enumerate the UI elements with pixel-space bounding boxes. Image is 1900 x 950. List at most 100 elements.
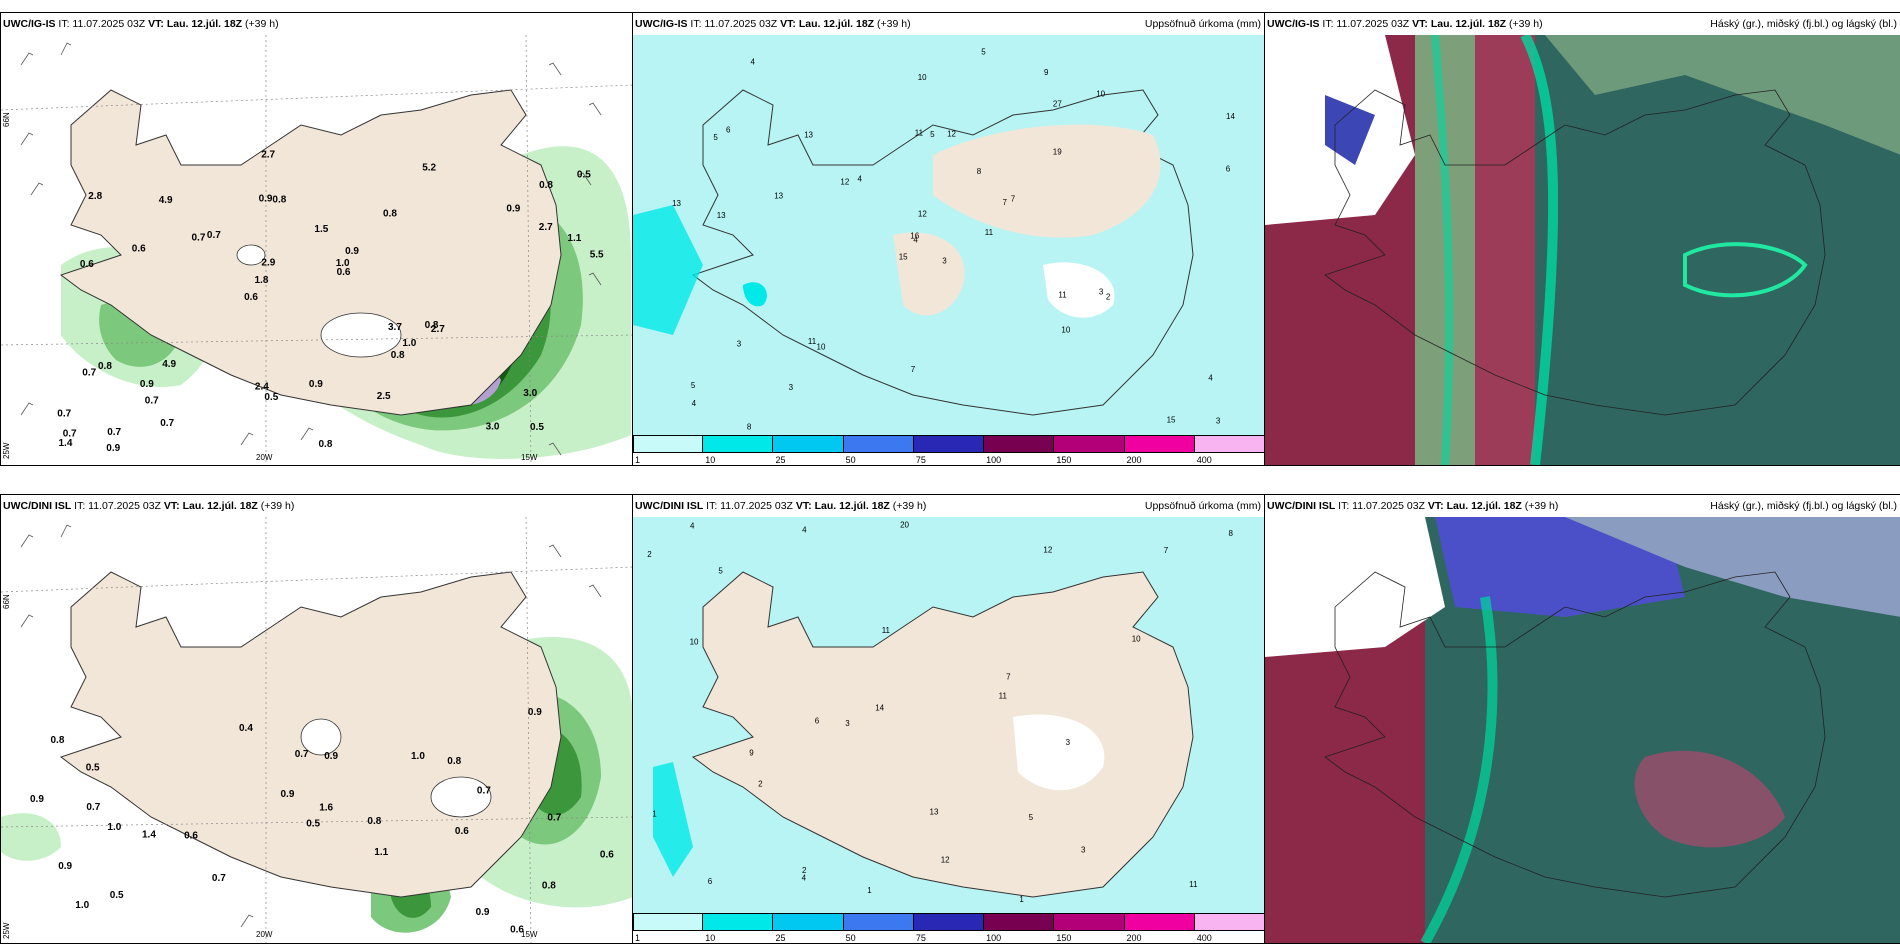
value-label: 3.7 (388, 322, 402, 333)
legend-color-cell (843, 913, 914, 931)
value-label: 1.0 (75, 900, 89, 911)
map-ig-precip: 3 5 4 5 7 10 9 12 27 11 4 3 13 14 15 19 8 11 8 3 4 4 3 5 7 2 6 10 13… (633, 35, 1265, 445)
value-label: 0.7 (547, 812, 561, 823)
value-label: 7 (911, 365, 916, 374)
panel-header: UWC/IG-IS IT: 11.07.2025 03Z VT: Lau. 12… (1, 13, 633, 35)
legend-tick-label: 10 (705, 455, 716, 465)
value-label: 0.8 (539, 180, 553, 191)
value-label: 11 (1189, 880, 1198, 889)
value-label: 0.9 (140, 379, 154, 390)
value-label: 0.5 (86, 763, 100, 774)
value-label: 27 (1053, 100, 1062, 109)
valid-time: Lau. 12.júl. 18Z (814, 500, 890, 512)
value-label: 0.9 (106, 443, 120, 454)
legend-color-cell (1124, 913, 1195, 931)
valid-time: Lau. 12.júl. 18Z (1430, 18, 1507, 30)
value-label: 6 (815, 716, 820, 725)
value-label: 14 (1226, 112, 1235, 121)
value-label: 1.1 (374, 847, 388, 858)
value-label: 9 (749, 748, 754, 757)
legend-tick-label: 400 (1196, 455, 1212, 465)
value-label: 1 (1019, 895, 1024, 904)
valid-time: Lau. 12.júl. 18Z (182, 500, 258, 512)
precip-legend: 1 10 25 50 75 100 150 200 400 (633, 435, 1265, 465)
field-title: Uppsöfnuð úrkoma (mm) (1144, 18, 1261, 30)
field-title: Uppsöfnuð úrkoma (mm) (1144, 500, 1261, 512)
init-time: IT: 11.07.2025 03Z (706, 500, 793, 512)
legend-color-cell (984, 435, 1055, 453)
value-label: 0.7 (63, 429, 77, 440)
lead-time: (+39 h) (892, 500, 927, 512)
value-label: 5 (718, 567, 723, 576)
value-label: 2.7 (539, 222, 553, 233)
value-label: 2.7 (431, 324, 445, 335)
value-label: 0.8 (542, 881, 556, 892)
value-label: 1.0 (411, 751, 425, 762)
legend-tick-label: 1 (635, 933, 641, 943)
valid-time: Lau. 12.júl. 18Z (166, 18, 243, 30)
value-label: 6 (708, 877, 713, 886)
value-label: 10 (690, 638, 699, 647)
value-label: 0.5 (577, 169, 591, 180)
legend-tick-label: 50 (845, 933, 856, 943)
field-title: Háský (gr.), miðský (fj.bl.) og lágský (… (1710, 500, 1897, 512)
map-ig-clouds (1265, 35, 1900, 465)
valid-time: Lau. 12.júl. 18Z (1446, 500, 1522, 512)
legend-color-cell (1054, 913, 1125, 931)
value-label: 3.0 (523, 388, 537, 399)
lead-time: (+39 h) (245, 18, 279, 30)
value-label: 2.9 (261, 258, 275, 269)
value-label: 5 (981, 47, 986, 56)
value-label: 16 (910, 231, 919, 240)
map-dini-clouds (1265, 517, 1900, 943)
value-label: 0.9 (528, 707, 542, 718)
value-label: 6 (726, 125, 731, 134)
lat-label-66n: 66N (2, 594, 11, 609)
lon-label-20w: 20W (256, 930, 273, 939)
value-label: 11 (999, 692, 1008, 701)
field-title: Háský (gr.), miðský (fj.bl.) og lágský (… (1710, 18, 1897, 30)
value-label: 0.6 (510, 925, 524, 936)
lat-label-66n: 66N (2, 112, 11, 127)
value-label: 10 (1096, 89, 1105, 98)
value-label: 0.8 (383, 209, 397, 220)
value-label: 8 (747, 422, 752, 431)
value-label: 0.8 (391, 350, 405, 361)
value-label: 0.5 (530, 422, 544, 433)
legend-color-cell (913, 913, 985, 931)
value-label: 0.7 (207, 230, 221, 241)
valid-time: Lau. 12.júl. 18Z (798, 18, 875, 30)
value-label: 5 (691, 381, 696, 390)
value-label: 8 (977, 167, 982, 176)
value-label: 15 (1167, 416, 1176, 425)
value-label: 4 (1208, 374, 1213, 383)
value-label: 4 (751, 58, 756, 67)
legend-color-cell (1054, 435, 1125, 453)
value-label: 0.6 (184, 830, 198, 841)
legend-tick-label: 100 (986, 933, 1002, 943)
legend-color-cell (843, 435, 914, 453)
value-label: 0.5 (110, 890, 124, 901)
value-label: 5.2 (422, 162, 436, 173)
value-label: 10 (1132, 635, 1141, 644)
value-label: 15 (899, 253, 908, 262)
value-label: 0.9 (309, 379, 323, 390)
value-label: 1.0 (107, 822, 121, 833)
value-label: 2.5 (377, 391, 391, 402)
legend-color-cell (633, 435, 704, 453)
legend-tick-label: 75 (915, 455, 926, 465)
value-label: 5 (713, 133, 718, 142)
lon-label-15w: 15W (521, 930, 538, 939)
value-label: 2.7 (261, 150, 275, 161)
value-label: 0.8 (367, 816, 381, 827)
value-label: 14 (875, 703, 884, 712)
legend-tick-label: 10 (705, 933, 716, 943)
value-label: 4 (913, 236, 918, 245)
value-label: 11 (808, 337, 817, 346)
value-label: 0.8 (272, 195, 286, 206)
legend-tick-label: 150 (1056, 455, 1072, 465)
value-label: 13 (717, 211, 726, 220)
value-label: 10 (1061, 326, 1070, 335)
value-label: 1.0 (336, 258, 350, 269)
value-label: 3 (942, 257, 947, 266)
